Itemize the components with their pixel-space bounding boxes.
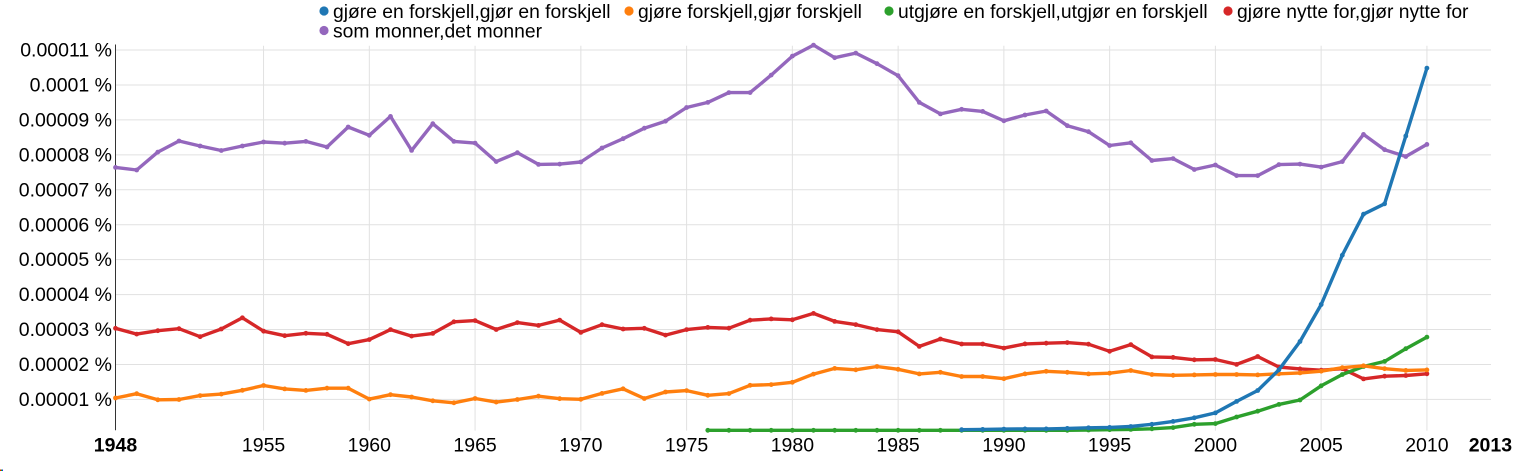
- svg-text:gjøre nytte for,gjør nytte for: gjøre nytte for,gjør nytte for: [1237, 2, 1469, 23]
- svg-text:gjøre en forskjell,gjør en for: gjøre en forskjell,gjør en forskjell: [333, 2, 611, 23]
- svg-text:2013: 2013: [1469, 435, 1513, 457]
- svg-text:0.0001 %: 0.0001 %: [30, 75, 112, 97]
- svg-text:0.00001 %: 0.00001 %: [19, 389, 112, 411]
- svg-text:1990: 1990: [982, 435, 1026, 457]
- svg-text:1970: 1970: [559, 435, 603, 457]
- svg-text:2010: 2010: [1405, 435, 1449, 457]
- svg-text:1965: 1965: [453, 435, 497, 457]
- svg-text:0.00008 %: 0.00008 %: [19, 144, 112, 166]
- svg-text:0.00011 %: 0.00011 %: [20, 40, 112, 62]
- svg-text:2005: 2005: [1300, 435, 1344, 457]
- svg-text:1985: 1985: [876, 435, 920, 457]
- svg-text:1955: 1955: [242, 435, 286, 457]
- svg-text:1995: 1995: [1088, 435, 1132, 457]
- svg-text:1980: 1980: [771, 435, 815, 457]
- svg-text:som monner,det monner: som monner,det monner: [333, 21, 543, 42]
- svg-text:0.00004 %: 0.00004 %: [19, 284, 112, 306]
- svg-text:1960: 1960: [348, 435, 392, 457]
- svg-text:utgjøre en forskjell,utgjør en: utgjøre en forskjell,utgjør en forskjell: [898, 2, 1208, 23]
- svg-text:1975: 1975: [665, 435, 709, 457]
- svg-text:gjøre forskjell,gjør forskjell: gjøre forskjell,gjør forskjell: [638, 2, 862, 23]
- svg-text:0.00009 %: 0.00009 %: [19, 110, 112, 132]
- svg-text:0.00002 %: 0.00002 %: [19, 354, 112, 376]
- svg-text:0.00006 %: 0.00006 %: [19, 214, 112, 236]
- svg-text:2000: 2000: [1194, 435, 1238, 457]
- svg-text:0.00005 %: 0.00005 %: [19, 249, 112, 271]
- svg-text:1948: 1948: [94, 435, 138, 457]
- svg-text:0.00007 %: 0.00007 %: [19, 179, 112, 201]
- svg-text:0.00003 %: 0.00003 %: [19, 319, 112, 341]
